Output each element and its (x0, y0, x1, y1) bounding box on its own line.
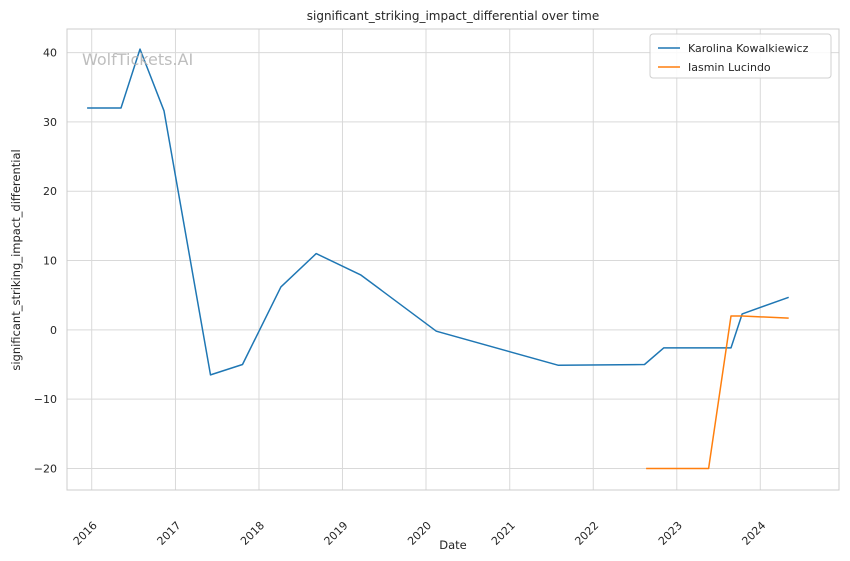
y-axis-label: significant_striking_impact_differential (9, 149, 23, 370)
series-lines (87, 48, 789, 470)
x-tick-label: 2024 (739, 519, 768, 548)
series-line (87, 48, 789, 376)
y-tick-labels: −20 −10 0 10 20 30 40 (34, 47, 57, 476)
x-tick-labels: 2016 2017 2018 2019 2020 2021 2022 2023 2024 (71, 519, 769, 548)
series-line (646, 315, 789, 470)
x-axis-label: Date (439, 538, 467, 552)
legend-label: Iasmin Lucindo (688, 61, 771, 74)
legend-label: Karolina Kowalkiewicz (688, 42, 809, 55)
x-tick-label: 2023 (656, 519, 685, 548)
y-tick-label: −20 (34, 463, 57, 476)
y-tick-label: 40 (43, 47, 57, 60)
x-tick-label: 2018 (238, 519, 267, 548)
grid (67, 29, 839, 490)
x-tick-label: 2021 (489, 519, 518, 548)
chart-title: significant_striking_impact_differential… (307, 9, 599, 23)
plot-frame (66, 28, 840, 491)
y-tick-label: 0 (50, 324, 57, 337)
x-tick-label: 2016 (71, 519, 100, 548)
y-tick-label: 30 (43, 116, 57, 129)
y-tick-label: −10 (34, 393, 57, 406)
y-tick-label: 10 (43, 255, 57, 268)
x-tick-label: 2022 (572, 519, 601, 548)
x-tick-label: 2019 (322, 519, 351, 548)
legend: Karolina Kowalkiewicz Iasmin Lucindo (649, 33, 832, 79)
watermark: WolfTickets.AI (82, 50, 193, 69)
legend-box (649, 33, 832, 79)
y-tick-label: 20 (43, 185, 57, 198)
x-tick-label: 2017 (155, 519, 184, 548)
x-tick-label: 2020 (405, 519, 434, 548)
